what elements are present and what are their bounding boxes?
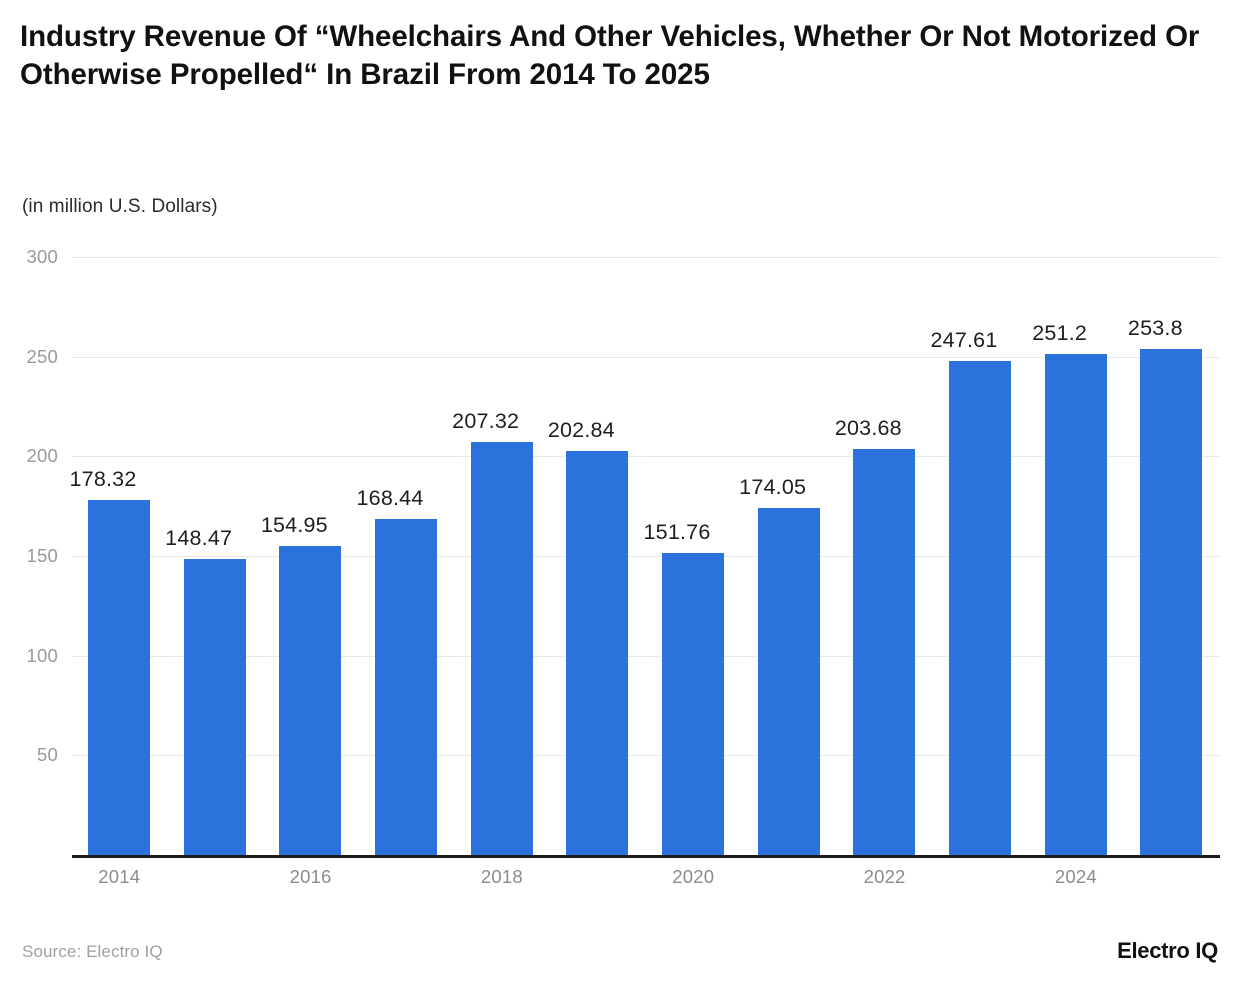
x-axis-tick-label: 2018: [480, 866, 523, 887]
x-axis-tick-label: 2014: [98, 866, 141, 887]
gridline: [72, 655, 1220, 657]
x-axis-ticks: 2014 2016 2018 2020 2022 2024: [72, 866, 1220, 906]
source-note: Source: Electro IQ: [22, 942, 163, 961]
bar[interactable]: [279, 546, 342, 855]
y-axis-tick-label: 50: [37, 744, 58, 766]
bar-value-label: 253.8: [1127, 316, 1183, 341]
y-axis-tick-label: 200: [26, 445, 58, 467]
gridline: [72, 755, 1220, 757]
gridline: [72, 356, 1220, 358]
chart-header: Industry Revenue Of “Wheelchairs And Oth…: [20, 18, 1220, 217]
bar-value-label: 203.68: [834, 416, 902, 440]
bar[interactable]: [183, 559, 246, 855]
bar-value-label: 178.32: [69, 466, 137, 491]
y-axis-tick-label: 100: [26, 644, 58, 666]
x-axis-tick-label: 2016: [289, 866, 332, 887]
y-axis-tick-label: 300: [26, 246, 58, 267]
bar-value-label: 174.05: [739, 475, 807, 500]
bar-slot: 251.2: [1029, 257, 1124, 855]
gridline: [72, 257, 1220, 258]
bar-slot: 247.61: [931, 257, 1028, 855]
bar[interactable]: [1044, 354, 1107, 855]
bar-slot: 202.84: [548, 257, 645, 855]
bar[interactable]: [88, 499, 150, 855]
x-axis-tick-label: 2020: [672, 866, 715, 887]
bar-value-label: 251.2: [1032, 321, 1088, 346]
bar[interactable]: [757, 508, 820, 855]
bar-slot: 154.95: [261, 257, 358, 855]
bar[interactable]: [1140, 349, 1203, 855]
bars-group: 178.32 148.47 154.95 168.44 207.32 202.84 151.…: [70, 257, 1220, 855]
bar-slot: 207.32: [452, 257, 550, 855]
bar-slot: 178.32: [70, 257, 167, 855]
bar-slot: 203.68: [835, 257, 932, 855]
bar[interactable]: [566, 450, 629, 855]
bar-slot: 151.76: [644, 257, 741, 855]
bar[interactable]: [470, 441, 533, 855]
bar-value-label: 168.44: [356, 486, 424, 511]
y-axis-tick-label: 150: [26, 545, 58, 566]
x-axis-line: [72, 855, 1220, 858]
bar-value-label: 148.47: [165, 526, 233, 551]
x-axis-tick-label: 2022: [863, 866, 906, 887]
bar-value-label: 207.32: [452, 408, 520, 433]
bar-value-label: 202.84: [547, 417, 615, 442]
bar-slot: 253.8: [1124, 257, 1219, 855]
bar-value-label: 247.61: [930, 328, 998, 353]
page-title: Industry Revenue Of “Wheelchairs And Oth…: [20, 20, 1200, 91]
x-axis-tick-label: 2024: [1054, 866, 1097, 887]
bar-slot: 168.44: [357, 257, 454, 855]
brand-logo: Electro IQ: [1117, 938, 1218, 963]
bar[interactable]: [853, 449, 916, 855]
gridlines-group: [72, 257, 1220, 855]
bar-value-label: 154.95: [260, 513, 328, 538]
y-axis-tick-label: 250: [26, 345, 58, 367]
bar[interactable]: [949, 361, 1011, 855]
bar-value-label: 151.76: [643, 519, 711, 544]
gridline: [72, 456, 1220, 458]
bar-slot: 148.47: [165, 257, 263, 855]
bar[interactable]: [375, 519, 437, 855]
bar-slot: 174.05: [739, 257, 837, 855]
bar[interactable]: [662, 552, 724, 855]
gridline: [72, 556, 1220, 557]
chart-subtitle: (in million U.S. Dollars): [22, 196, 218, 217]
